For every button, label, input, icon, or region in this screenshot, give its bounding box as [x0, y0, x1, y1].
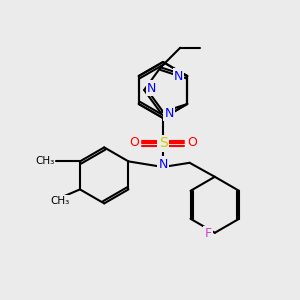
- Text: CH₃: CH₃: [51, 196, 70, 206]
- Text: F: F: [205, 227, 212, 240]
- Text: N: N: [147, 82, 157, 94]
- Text: CH₃: CH₃: [35, 156, 54, 167]
- Text: N: N: [158, 158, 168, 170]
- Text: S: S: [159, 136, 167, 150]
- Text: O: O: [129, 136, 139, 149]
- Text: O: O: [187, 136, 197, 149]
- Text: N: N: [174, 70, 183, 83]
- Text: N: N: [165, 107, 174, 120]
